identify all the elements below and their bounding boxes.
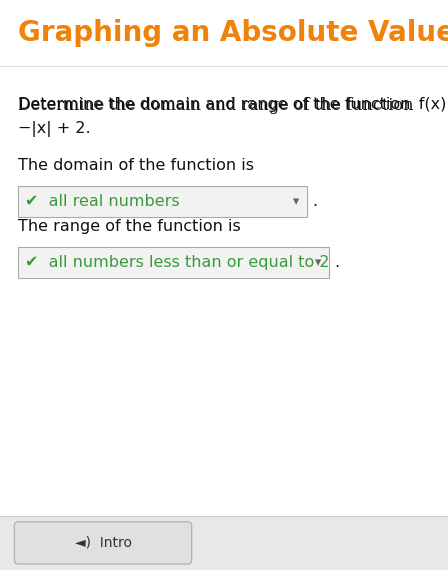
- Text: Graphing an Absolute Value Func: Graphing an Absolute Value Func: [18, 19, 448, 47]
- Text: The domain of the function is: The domain of the function is: [18, 158, 254, 173]
- Text: ▾: ▾: [293, 195, 299, 207]
- FancyBboxPatch shape: [14, 522, 192, 564]
- Text: Determine the domain and range of the function  f(x) =: Determine the domain and range of the fu…: [18, 97, 448, 112]
- Text: ✔  all real numbers: ✔ all real numbers: [25, 194, 179, 209]
- FancyBboxPatch shape: [18, 186, 307, 217]
- Text: ▾: ▾: [315, 256, 321, 268]
- Text: ✔  all numbers less than or equal to 2: ✔ all numbers less than or equal to 2: [25, 255, 329, 270]
- Text: ◄)  Intro: ◄) Intro: [74, 536, 132, 550]
- FancyBboxPatch shape: [0, 0, 448, 66]
- Text: .: .: [335, 255, 340, 270]
- Text: Determine the domain and range of the function: Determine the domain and range of the fu…: [18, 97, 422, 114]
- Text: −|x| + 2.: −|x| + 2.: [18, 121, 90, 137]
- FancyBboxPatch shape: [18, 247, 329, 278]
- Text: .: .: [312, 194, 317, 209]
- FancyBboxPatch shape: [0, 516, 448, 570]
- Text: The range of the function is: The range of the function is: [18, 219, 241, 234]
